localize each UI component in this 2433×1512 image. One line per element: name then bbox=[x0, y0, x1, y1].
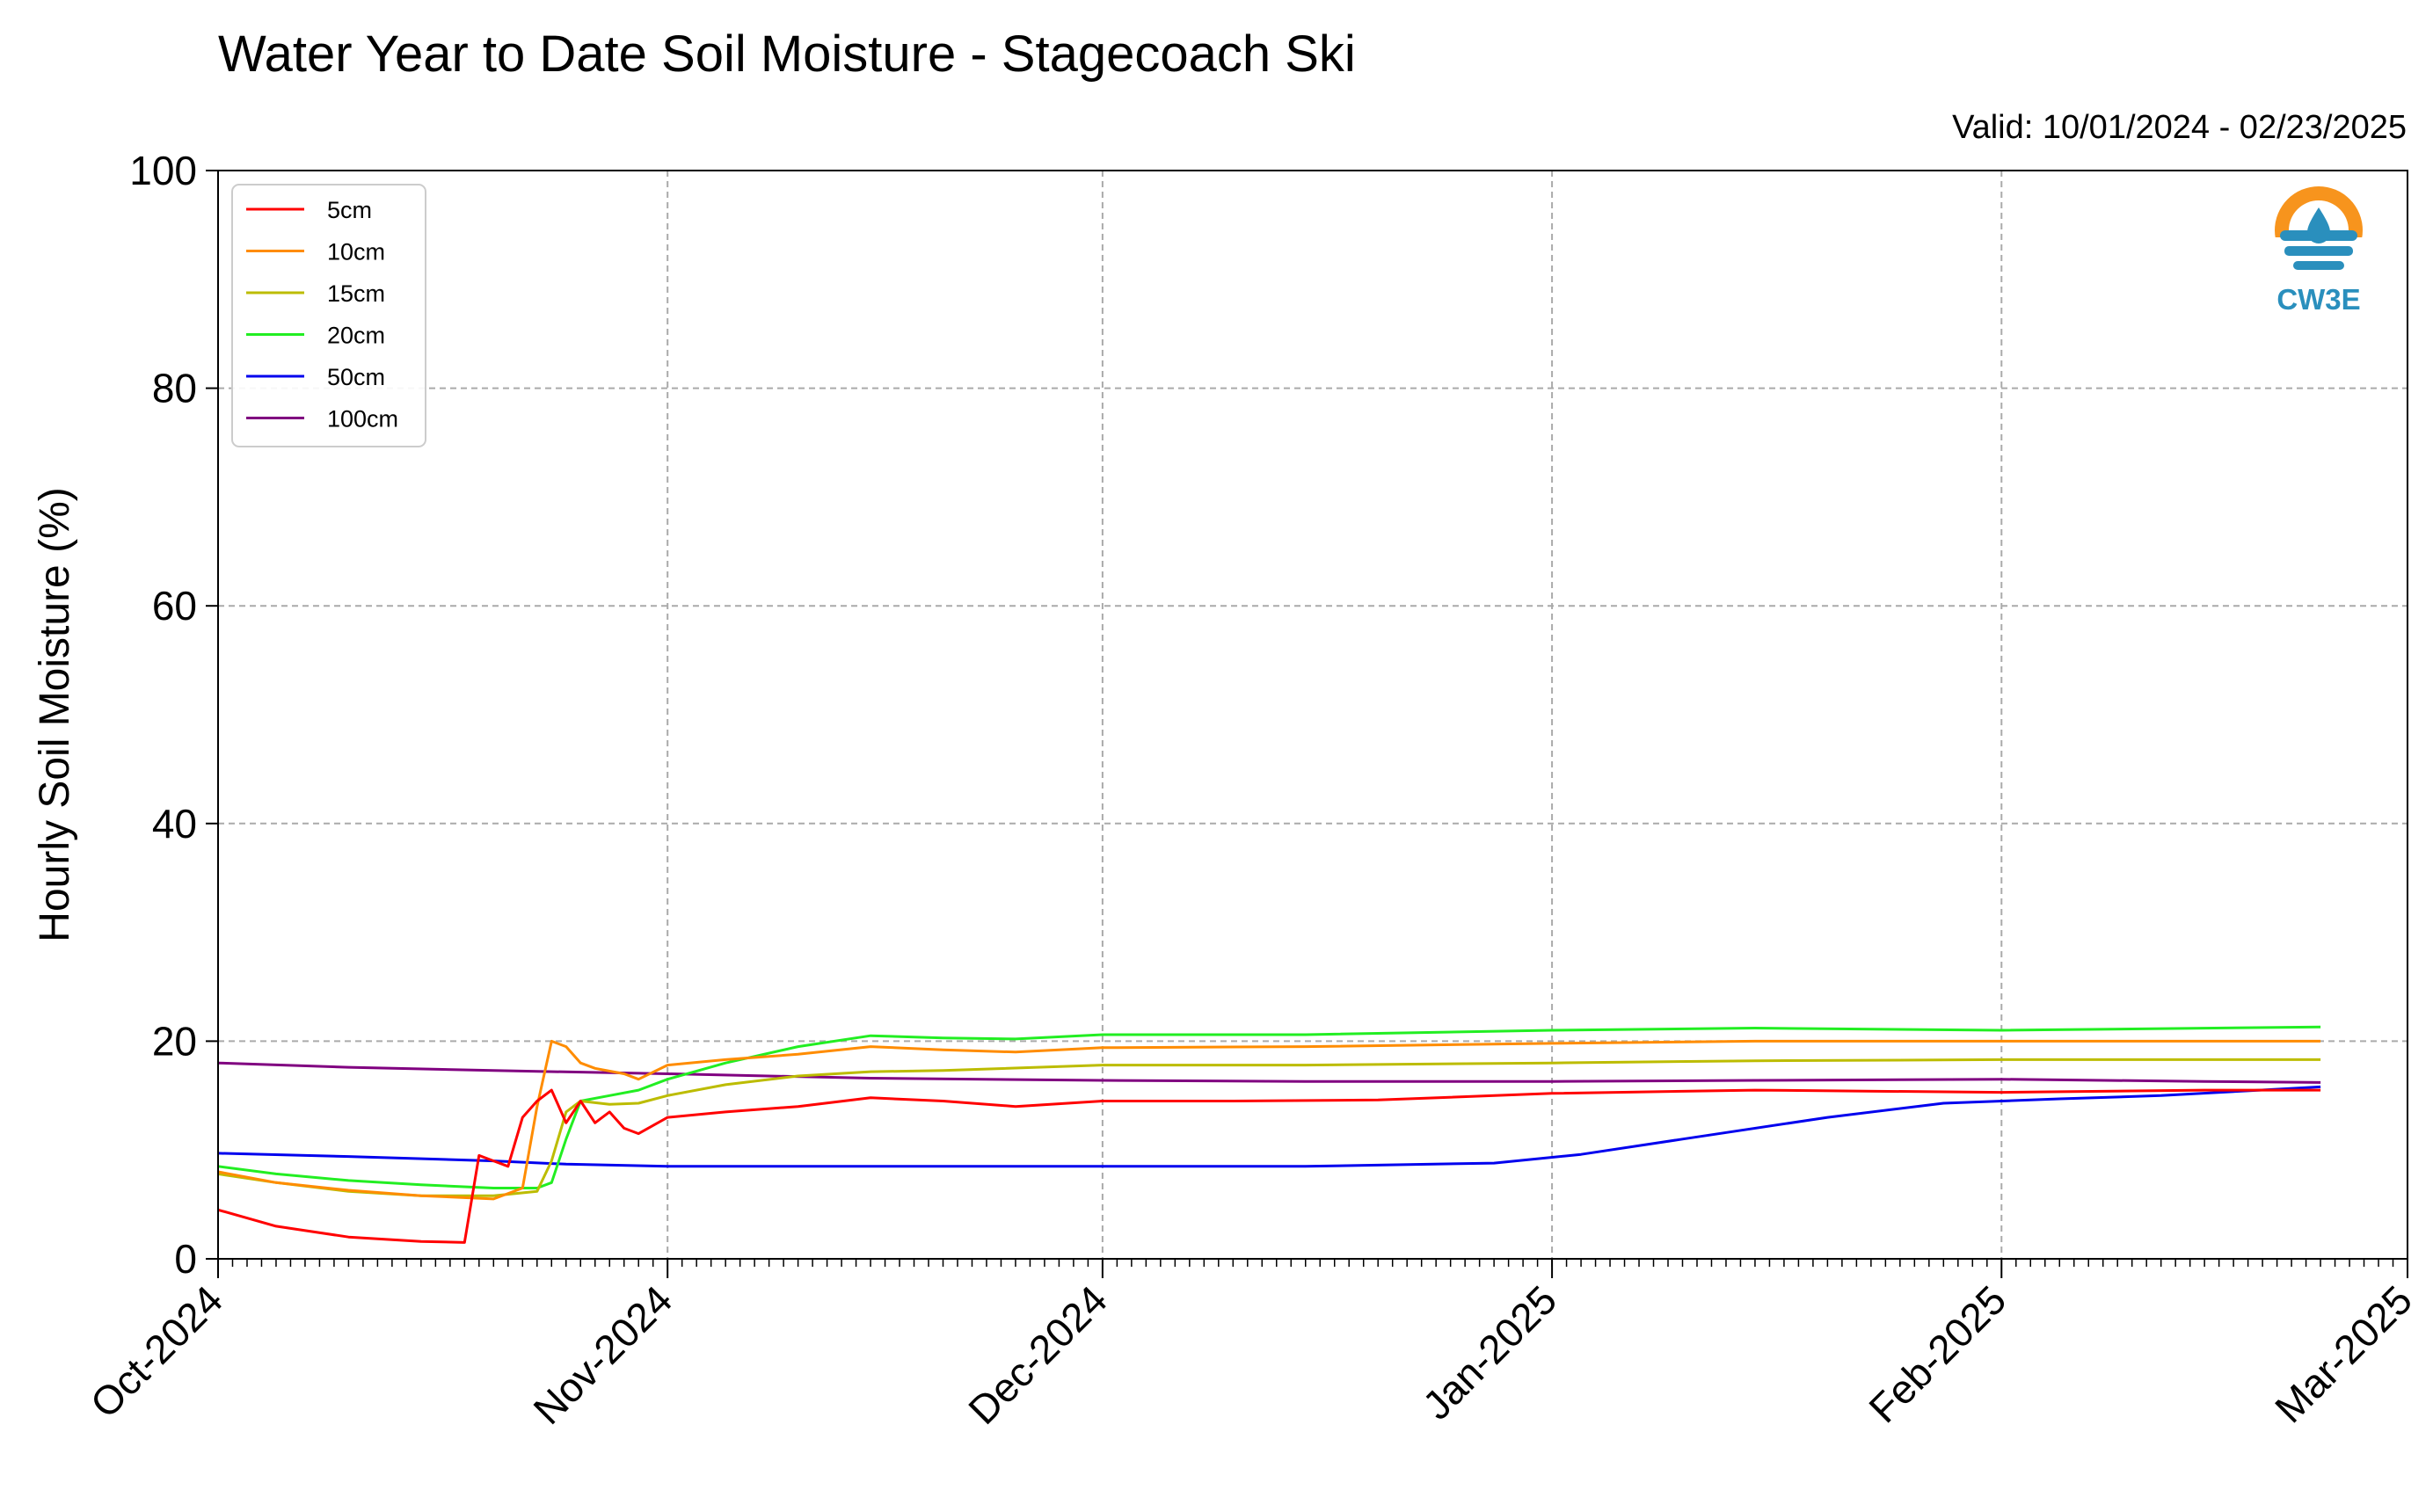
series-line-10cm bbox=[217, 1039, 2321, 1201]
series-line-100cm bbox=[217, 1061, 2321, 1084]
plot-frame bbox=[217, 170, 2408, 1260]
x-tick-label: Oct-2024 bbox=[82, 1276, 232, 1427]
x-tick-label: Mar-2025 bbox=[2266, 1276, 2421, 1431]
logo-wave-icon bbox=[2293, 261, 2344, 270]
legend-label: 5cm bbox=[327, 197, 372, 223]
legend: 5cm 10cm 15cm 20cm 50cm 100cm bbox=[231, 184, 426, 447]
logo-drop-icon bbox=[2307, 207, 2330, 244]
legend-label: 100cm bbox=[327, 406, 398, 433]
x-tick-label: Nov-2024 bbox=[524, 1276, 681, 1433]
logo-wave-icon bbox=[2284, 246, 2353, 256]
series-line-50cm bbox=[217, 1085, 2321, 1168]
y-tick-label: 80 bbox=[152, 366, 197, 411]
grid bbox=[218, 171, 2408, 1259]
series-line-20cm bbox=[217, 1025, 2321, 1189]
legend-label: 10cm bbox=[327, 239, 385, 265]
chart-subtitle: Valid: 10/01/2024 - 02/23/2025 bbox=[1952, 109, 2407, 146]
x-tick-label: Jan-2025 bbox=[1414, 1276, 1565, 1428]
x-tick-label: Dec-2024 bbox=[959, 1276, 1116, 1433]
y-tick-label: 100 bbox=[129, 148, 197, 193]
y-tick-label: 0 bbox=[174, 1236, 197, 1282]
series-lines bbox=[217, 1025, 2321, 1244]
y-tick-label: 20 bbox=[152, 1018, 197, 1064]
y-axis-label: Hourly Soil Moisture (%) bbox=[32, 487, 78, 941]
cw3e-logo: CW3E bbox=[2275, 186, 2363, 316]
legend-label: 50cm bbox=[327, 364, 385, 390]
chart-title: Water Year to Date Soil Moisture - Stage… bbox=[218, 25, 1356, 83]
legend-label: 20cm bbox=[327, 323, 385, 349]
series-line-5cm bbox=[217, 1088, 2321, 1244]
y-tick-label: 40 bbox=[152, 801, 197, 847]
y-tick-label: 60 bbox=[152, 583, 197, 629]
legend-label: 15cm bbox=[327, 280, 385, 307]
x-tick-label: Feb-2025 bbox=[1860, 1276, 2014, 1431]
logo-text: CW3E bbox=[2276, 283, 2360, 316]
axis-ticks: 0 20 40 60 80 100 Oct-2024 Nov-2024 Dec-2024 Jan-… bbox=[82, 148, 2422, 1433]
series-line-15cm bbox=[217, 1058, 2321, 1197]
